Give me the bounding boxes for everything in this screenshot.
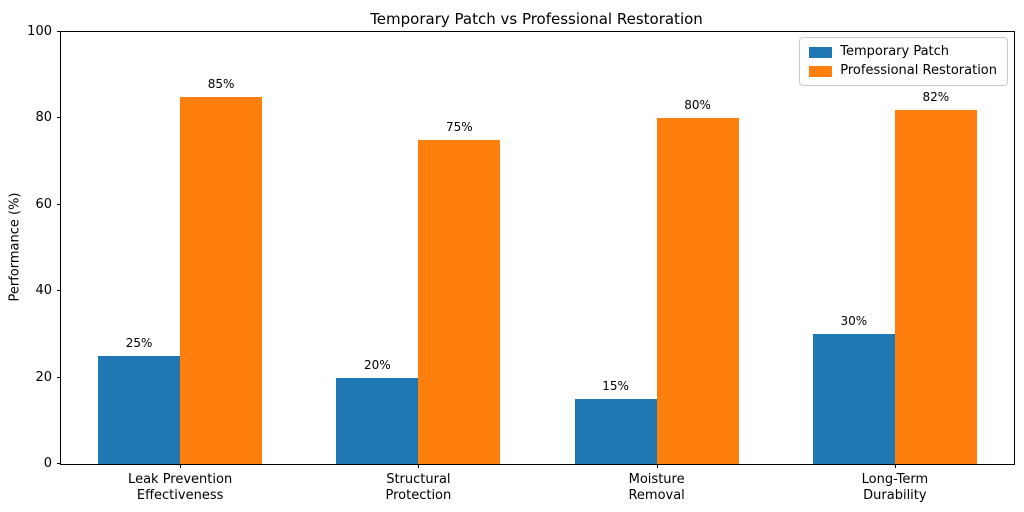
y-tick-label: 80: [35, 110, 52, 126]
y-tick-mark: [57, 203, 61, 205]
x-tick-mark: [656, 464, 658, 468]
bar: [336, 377, 419, 464]
chart-title: Temporary Patch vs Professional Restorat…: [370, 10, 703, 28]
legend-entry: Professional Restoration: [809, 64, 997, 78]
bar-value-label: 82%: [922, 89, 950, 104]
bar: [894, 109, 977, 464]
legend: Temporary Patch Professional Restoration: [799, 37, 1008, 86]
x-tick-label: Long-Term Durability: [861, 472, 929, 503]
x-tick-label: Leak Prevention Effectiveness: [128, 472, 233, 503]
bar-value-label: 20%: [364, 357, 391, 372]
legend-label: Professional Restoration: [840, 63, 997, 78]
y-tick-mark: [57, 376, 61, 378]
bar: [180, 96, 263, 464]
bar-value-label: 80%: [684, 98, 711, 113]
y-tick-mark: [57, 117, 61, 119]
y-tick-label: 40: [35, 283, 52, 299]
x-tick-mark: [418, 464, 420, 468]
bar: [812, 334, 895, 464]
plot-area: Temporary Patch Professional Restoration…: [27, 25, 1015, 503]
bar: [418, 140, 501, 464]
bar: [98, 356, 181, 464]
bar-value-label: 85%: [207, 76, 235, 91]
y-tick-mark: [57, 31, 61, 32]
y-tick-label: 0: [43, 456, 52, 471]
x-tick-mark: [180, 464, 182, 468]
y-tick-mark: [57, 463, 61, 464]
x-tick-mark: [894, 464, 896, 468]
bar: [574, 399, 657, 464]
legend-swatch-professional-restoration: [809, 65, 833, 77]
x-tick-label: Moisture Removal: [628, 472, 685, 503]
legend-label: Temporary Patch: [840, 44, 950, 59]
y-axis-label: Performance (%): [7, 192, 23, 302]
y-tick-mark: [57, 290, 61, 292]
y-tick-label: 20: [35, 369, 52, 385]
bar-value-label: 30%: [840, 314, 868, 329]
legend-swatch-temporary-patch: [809, 46, 833, 58]
bar: [656, 118, 739, 464]
y-tick-label: 60: [35, 196, 52, 212]
bar-value-label: 75%: [446, 120, 473, 134]
bar-value-label: 15%: [602, 379, 629, 394]
y-tick-label: 100: [27, 24, 52, 39]
bar-value-label: 25%: [125, 336, 153, 350]
legend-entry: Temporary Patch: [809, 45, 997, 59]
x-tick-label: Structural Protection: [385, 472, 452, 503]
